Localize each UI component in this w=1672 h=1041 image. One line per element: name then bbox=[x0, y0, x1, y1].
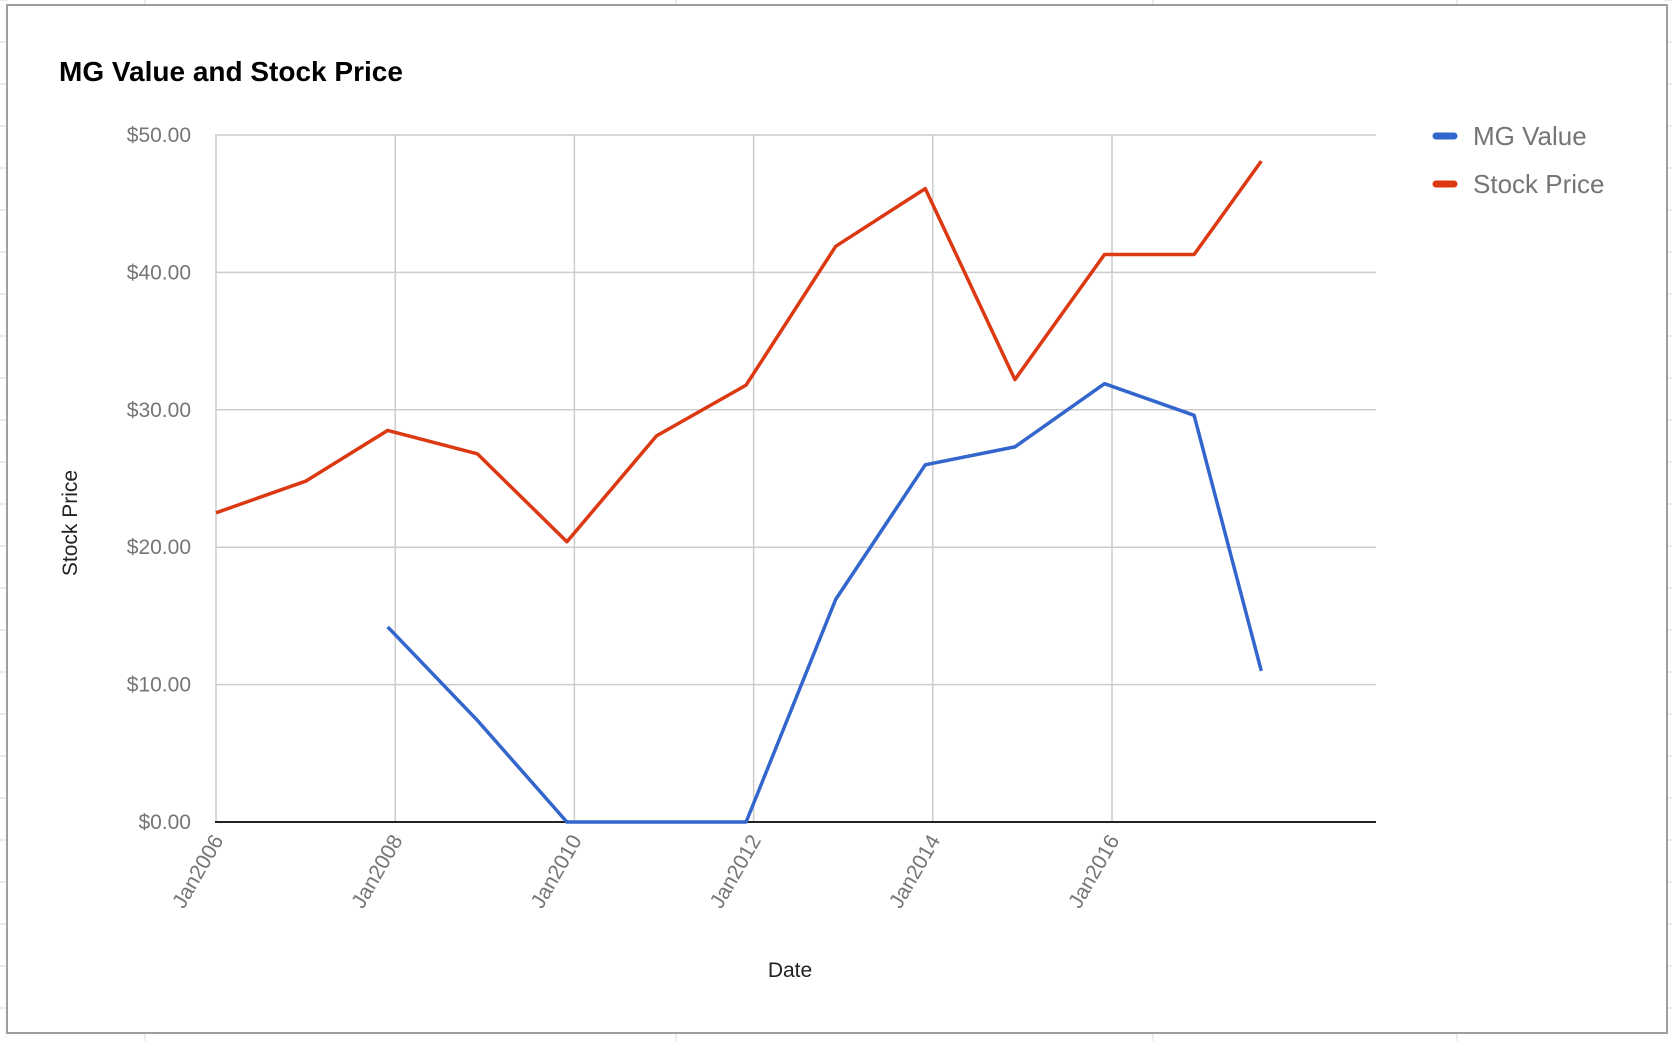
y-tick-label: $20.00 bbox=[127, 536, 191, 559]
y-tick-label: $10.00 bbox=[127, 674, 191, 697]
series-line-stock-price bbox=[215, 160, 1263, 544]
y-tick-label: $0.00 bbox=[138, 811, 191, 834]
legend: MG Value Stock Price bbox=[1432, 121, 1605, 199]
x-tick-label: Jan2008 bbox=[347, 831, 407, 912]
chart-container[interactable] bbox=[6, 4, 1668, 1034]
y-axis-title: Stock Price bbox=[59, 470, 82, 576]
y-tick-label: $50.00 bbox=[127, 124, 191, 147]
x-tick-label: Jan2012 bbox=[706, 831, 766, 912]
chart-title: MG Value and Stock Price bbox=[59, 56, 403, 87]
y-tick-label: $30.00 bbox=[127, 399, 191, 422]
x-axis-title: Date bbox=[768, 959, 812, 982]
y-axis-ticks: $0.00 $10.00 $20.00 $30.00 $40.00 $50.00 bbox=[127, 124, 191, 834]
gridlines bbox=[215, 134, 1376, 822]
x-tick-label: Jan2016 bbox=[1064, 831, 1124, 912]
x-tick-label: Jan2010 bbox=[527, 831, 587, 912]
x-tick-label: Jan2014 bbox=[885, 831, 945, 913]
series-line-mg-value bbox=[386, 381, 1263, 824]
x-axis-ticks: Jan2006 Jan2008 Jan2010 Jan2012 Jan2014 Jan20… bbox=[168, 831, 1124, 913]
x-tick-label: Jan2006 bbox=[168, 831, 228, 912]
legend-label: MG Value bbox=[1473, 121, 1587, 151]
legend-label: Stock Price bbox=[1473, 169, 1605, 199]
data-series bbox=[215, 160, 1263, 824]
y-tick-label: $40.00 bbox=[127, 261, 191, 284]
